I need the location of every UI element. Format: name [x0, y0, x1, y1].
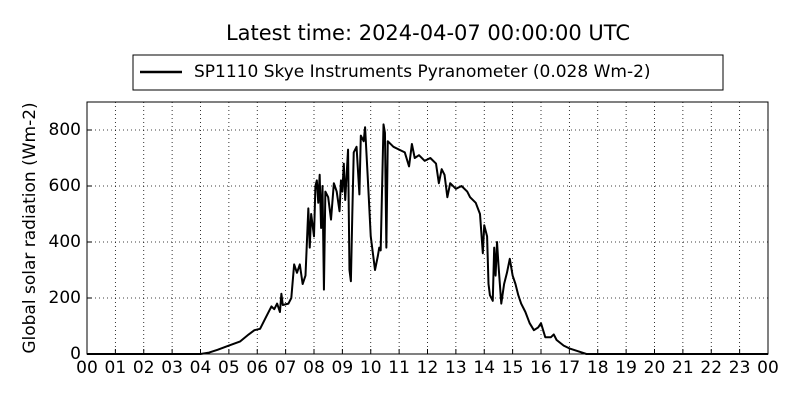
x-tick-label: 17 — [559, 358, 581, 378]
x-tick-label: 14 — [473, 358, 495, 378]
x-tick-label: 22 — [700, 358, 722, 378]
y-tick-label: 800 — [49, 120, 81, 140]
x-tick-label: 00 — [76, 358, 98, 378]
x-tick-label: 04 — [190, 358, 212, 378]
x-tick-label: 05 — [218, 358, 240, 378]
x-tick-label: 10 — [360, 358, 382, 378]
chart-title: Latest time: 2024-04-07 00:00:00 UTC — [226, 21, 630, 45]
x-tick-label: 23 — [729, 358, 751, 378]
x-tick-label: 18 — [587, 358, 609, 378]
legend — [132, 54, 724, 91]
x-tick-label: 01 — [105, 358, 127, 378]
legend-label: SP1110 Skye Instruments Pyranometer (0.0… — [194, 62, 651, 82]
x-tick-label: 15 — [502, 358, 524, 378]
y-tick-label: 0 — [70, 344, 81, 364]
y-axis-label: Global solar radiation (Wm-2) — [20, 102, 40, 353]
y-tick-label: 600 — [49, 176, 81, 196]
x-tick-label: 06 — [246, 358, 268, 378]
x-tick-label: 20 — [644, 358, 666, 378]
x-tick-label: 11 — [388, 358, 410, 378]
x-tick-label: 09 — [332, 358, 354, 378]
x-tick-label: 12 — [417, 358, 439, 378]
x-tick-label: 02 — [133, 358, 155, 378]
plot-frame — [86, 101, 769, 355]
x-tick-label: 08 — [303, 358, 325, 378]
x-tick-label: 21 — [672, 358, 694, 378]
x-tick-label: 07 — [275, 358, 297, 378]
y-tick-label: 200 — [49, 288, 81, 308]
x-tick-label: 13 — [445, 358, 467, 378]
x-tick-label: 03 — [161, 358, 183, 378]
x-tick-label: 16 — [530, 358, 552, 378]
data-line — [87, 123, 768, 355]
x-tick-label: 00 — [757, 358, 779, 378]
x-tick-label: 19 — [615, 358, 637, 378]
y-tick-label: 400 — [49, 232, 81, 252]
